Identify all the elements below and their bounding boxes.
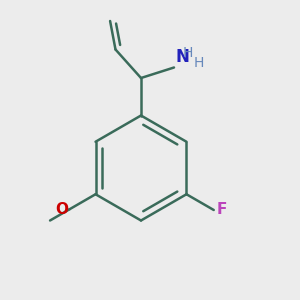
Text: F: F bbox=[216, 202, 226, 217]
Text: N: N bbox=[176, 48, 189, 66]
Text: O: O bbox=[55, 202, 68, 217]
Text: H: H bbox=[182, 46, 193, 60]
Text: H: H bbox=[194, 56, 204, 70]
